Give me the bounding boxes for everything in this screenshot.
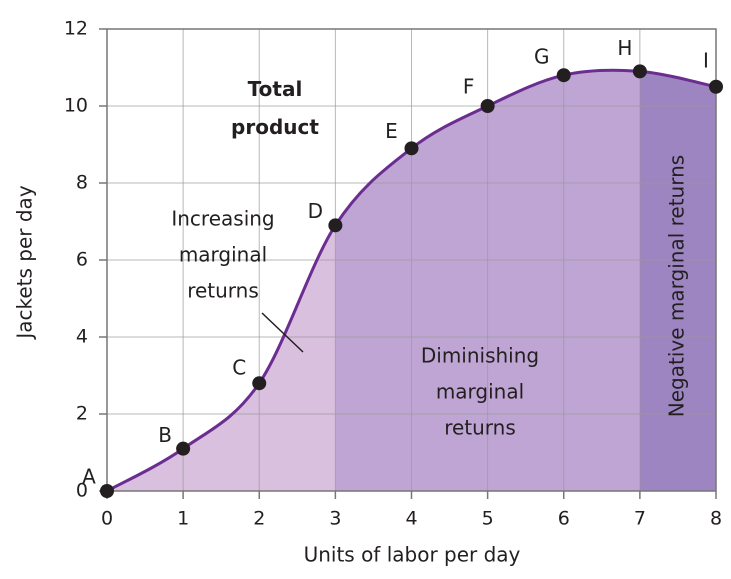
pointer: [261, 312, 304, 353]
series-label-line: Total: [248, 77, 303, 101]
y-tick-label: 8: [76, 172, 88, 194]
x-tick-label: 8: [710, 508, 722, 530]
point: [632, 64, 647, 79]
point: [252, 376, 267, 391]
y-tick-label: 6: [76, 249, 88, 271]
line: [106, 68, 717, 493]
point-label: H: [617, 36, 632, 60]
region-label: Negative marginal returns: [664, 155, 688, 417]
point-label: B: [158, 423, 172, 447]
point-label: A: [82, 465, 96, 489]
y-tick-label: 12: [64, 18, 88, 40]
region: [639, 70, 716, 491]
region-label: marginal: [436, 380, 524, 404]
region-label: marginal: [179, 243, 267, 267]
point-label: I: [703, 48, 709, 72]
y-tick-label: 10: [64, 95, 88, 117]
point: [176, 441, 191, 456]
y-tick-label: 4: [76, 326, 88, 348]
region-label: returns: [444, 416, 516, 440]
x-tick-label: 5: [482, 508, 494, 530]
y-tick-label: 0: [76, 480, 88, 502]
x-tick-label: 2: [253, 508, 265, 530]
point: [556, 68, 571, 83]
x-tick-label: 7: [634, 508, 646, 530]
y-tick-label: 2: [76, 403, 88, 425]
series-label: Total product: [231, 77, 319, 139]
series-label-line: product: [231, 115, 319, 139]
point-label: C: [232, 356, 246, 380]
x-axis-title: Units of labor per day: [304, 543, 521, 567]
x-tick-label: 6: [558, 508, 570, 530]
region-label: Increasing: [171, 207, 274, 231]
point-label: D: [308, 199, 323, 223]
point-label: G: [534, 45, 550, 69]
region-label: returns: [187, 279, 259, 303]
x-tick-label: 3: [329, 508, 341, 530]
point: [709, 79, 723, 94]
region-label: Diminishing: [421, 344, 539, 368]
point-label: E: [385, 119, 398, 143]
x-tick-label: 0: [101, 508, 113, 530]
y-axis-title: Jackets per day: [13, 185, 37, 340]
x-tick-label: 1: [177, 508, 189, 530]
point: [100, 484, 114, 498]
x-tick-label: 4: [405, 508, 417, 530]
point-label: F: [463, 75, 475, 99]
point: [328, 218, 343, 233]
plot-frame: [106, 28, 717, 492]
point: [480, 99, 495, 113]
point: [404, 141, 419, 156]
